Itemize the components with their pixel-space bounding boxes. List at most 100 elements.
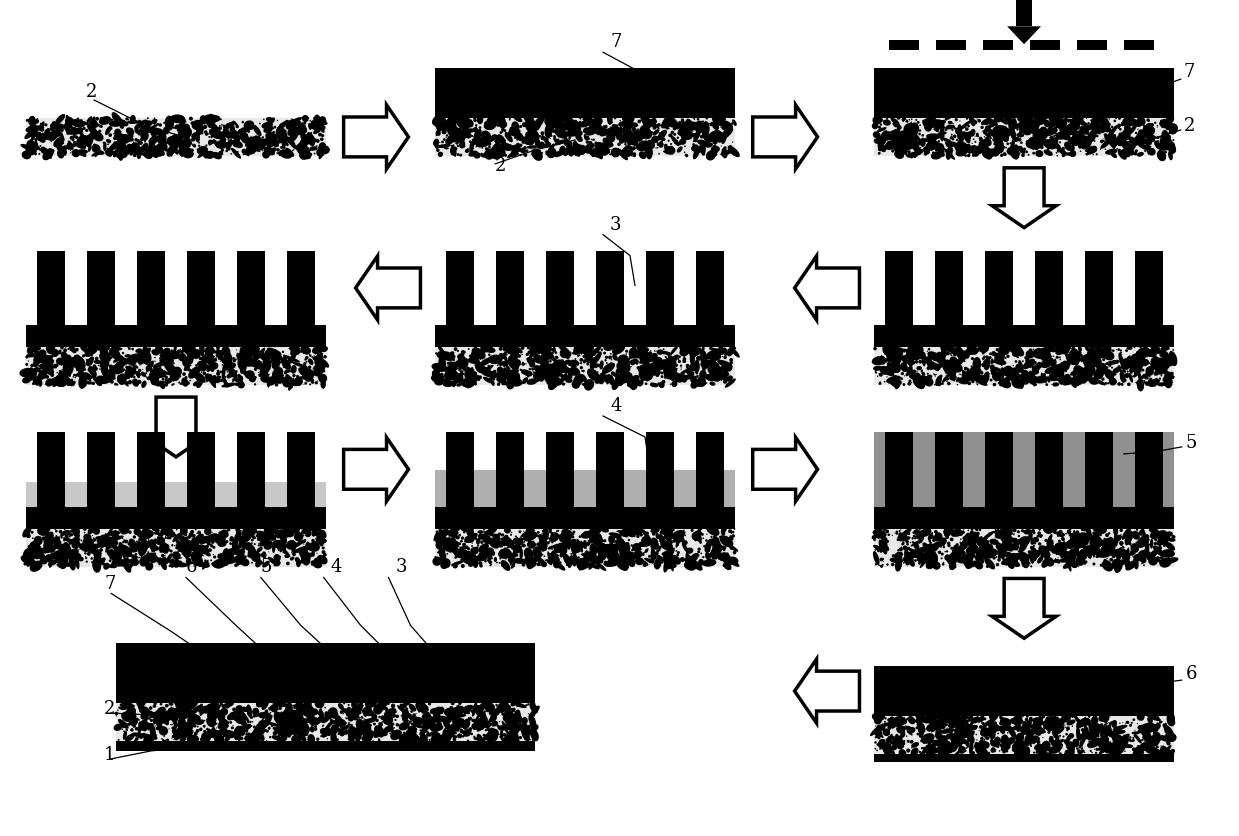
Ellipse shape [916,548,922,556]
Ellipse shape [944,742,949,748]
Ellipse shape [1152,731,1156,735]
Ellipse shape [1053,725,1054,727]
Ellipse shape [887,533,890,537]
Ellipse shape [327,713,342,720]
Ellipse shape [81,540,82,542]
Ellipse shape [685,135,686,138]
Ellipse shape [715,153,716,155]
Ellipse shape [172,380,175,382]
Ellipse shape [902,534,904,537]
Ellipse shape [680,558,685,563]
Ellipse shape [639,548,642,550]
Ellipse shape [633,380,637,385]
Ellipse shape [320,125,325,134]
Ellipse shape [479,564,483,568]
Ellipse shape [556,531,558,533]
Ellipse shape [318,706,320,708]
Ellipse shape [82,382,84,385]
Ellipse shape [644,121,646,123]
Text: 3: 3 [395,558,406,576]
Ellipse shape [948,544,950,548]
Ellipse shape [944,378,947,381]
Ellipse shape [109,365,113,369]
Ellipse shape [269,148,271,150]
Ellipse shape [1028,349,1032,353]
Ellipse shape [1053,142,1056,145]
Ellipse shape [1030,725,1032,727]
Ellipse shape [72,366,74,369]
Ellipse shape [40,147,46,154]
Ellipse shape [952,533,959,537]
Ellipse shape [1103,559,1106,563]
Ellipse shape [579,536,581,538]
Ellipse shape [898,715,902,719]
Ellipse shape [264,704,268,707]
Ellipse shape [191,150,193,153]
Ellipse shape [310,355,312,358]
Ellipse shape [903,148,907,150]
Ellipse shape [647,564,648,566]
Ellipse shape [559,548,561,549]
Ellipse shape [294,706,296,709]
Ellipse shape [199,728,202,732]
Ellipse shape [1061,123,1062,125]
Ellipse shape [600,541,601,542]
Ellipse shape [1000,155,1004,158]
Ellipse shape [701,145,705,149]
Ellipse shape [491,359,493,362]
Ellipse shape [690,372,693,375]
Ellipse shape [1032,143,1036,146]
Ellipse shape [987,722,1001,732]
Ellipse shape [1016,728,1020,732]
Ellipse shape [141,531,154,539]
Ellipse shape [618,373,632,384]
Ellipse shape [144,546,147,549]
Ellipse shape [1157,141,1158,143]
Ellipse shape [948,368,957,377]
Ellipse shape [290,356,294,359]
Ellipse shape [81,120,83,122]
Ellipse shape [995,529,996,531]
Ellipse shape [700,553,703,554]
Ellipse shape [61,346,64,350]
Ellipse shape [519,705,520,706]
Ellipse shape [1054,359,1056,361]
Ellipse shape [1103,724,1106,727]
Ellipse shape [551,116,565,125]
Ellipse shape [641,380,643,382]
Ellipse shape [35,376,37,379]
Ellipse shape [219,353,223,356]
Ellipse shape [695,531,703,536]
Ellipse shape [876,750,878,752]
Ellipse shape [470,554,473,558]
Ellipse shape [223,716,224,717]
Ellipse shape [968,530,969,532]
Ellipse shape [129,706,133,708]
Ellipse shape [79,151,81,153]
Ellipse shape [129,712,136,721]
Ellipse shape [618,356,627,366]
Ellipse shape [891,150,895,153]
Ellipse shape [883,344,890,353]
Ellipse shape [544,366,545,368]
Ellipse shape [891,747,893,750]
Ellipse shape [1005,155,1006,156]
Ellipse shape [721,525,727,535]
Ellipse shape [25,553,28,557]
Ellipse shape [1056,547,1061,552]
Ellipse shape [403,711,404,713]
Ellipse shape [503,707,507,711]
Ellipse shape [561,354,564,356]
Ellipse shape [517,561,519,563]
Ellipse shape [144,543,146,546]
Ellipse shape [877,137,882,152]
Ellipse shape [1161,721,1162,722]
Ellipse shape [1082,366,1089,375]
Ellipse shape [139,706,151,716]
Ellipse shape [670,548,673,550]
Ellipse shape [279,729,286,736]
Ellipse shape [253,125,261,137]
Ellipse shape [955,721,965,732]
Ellipse shape [572,141,579,157]
Ellipse shape [1145,540,1150,553]
